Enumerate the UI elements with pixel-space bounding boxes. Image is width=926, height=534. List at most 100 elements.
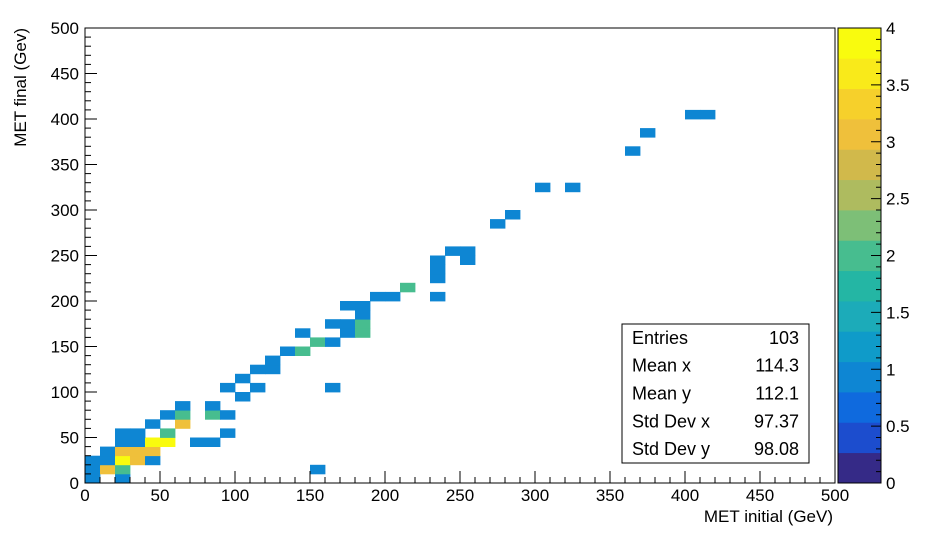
histogram-cell xyxy=(115,473,131,484)
x-tick-label: 400 xyxy=(671,486,699,505)
stats-value: 97.37 xyxy=(754,411,799,431)
x-tick-label: 350 xyxy=(596,486,624,505)
histogram-cell xyxy=(490,219,506,229)
stats-label: Entries xyxy=(632,328,688,348)
histogram-cell xyxy=(295,346,311,356)
histogram-cell xyxy=(250,382,266,393)
y-tick-label: 500 xyxy=(51,19,79,38)
stats-value: 114.3 xyxy=(755,356,799,376)
colorbar-band xyxy=(838,210,881,241)
histogram-cell xyxy=(430,291,446,302)
histogram-cell xyxy=(325,382,341,393)
stats-value: 103 xyxy=(769,328,799,348)
histogram-cell xyxy=(430,264,446,275)
histogram-cell xyxy=(265,355,281,366)
histogram-cell xyxy=(445,246,461,256)
x-tick-label: 150 xyxy=(296,486,324,505)
stats-box-frame xyxy=(621,323,810,464)
histogram-cell xyxy=(310,337,326,347)
histogram-cell xyxy=(190,437,206,447)
histogram-cell xyxy=(640,128,656,138)
histogram-cell xyxy=(355,319,371,329)
histogram-cell xyxy=(370,291,386,302)
colorbar-band xyxy=(838,179,881,211)
histogram-cell xyxy=(115,446,131,457)
histogram-cell xyxy=(115,464,131,475)
stats-label: Std Dev x xyxy=(632,411,710,431)
colorbar-band xyxy=(838,452,881,484)
histogram-cell xyxy=(355,328,371,338)
histogram-cell xyxy=(130,437,146,447)
colorbar-tick-label: 1.5 xyxy=(886,303,910,322)
colorbar-tick-label: 3 xyxy=(886,133,895,152)
histogram-cell xyxy=(205,410,221,420)
histogram-cell xyxy=(340,328,356,338)
histogram-cell xyxy=(625,146,641,156)
histogram-cell xyxy=(565,182,581,193)
histogram-cell xyxy=(235,392,251,402)
x-tick-label: 200 xyxy=(371,486,399,505)
histogram-cells xyxy=(85,109,716,484)
x-tick-label: 500 xyxy=(821,486,849,505)
histogram-cell xyxy=(220,382,236,393)
histogram-cell xyxy=(430,273,446,284)
histogram-cell xyxy=(100,446,116,457)
histogram-cell xyxy=(685,109,701,120)
histogram-cell xyxy=(145,455,161,466)
statistics-box: Entries 103 Mean x 114.3 Mean y 112.1 Std Dev … xyxy=(621,323,810,464)
y-axis: 0 50 100 150 200 250 300 350 400 450 500 xyxy=(51,19,97,493)
stats-label: Mean x xyxy=(632,356,691,376)
colorbar-tick-label: 4 xyxy=(886,19,895,38)
histogram-cell xyxy=(205,401,221,411)
histogram-cell xyxy=(430,255,446,265)
colorbar-tick-label: 0 xyxy=(886,474,895,493)
histogram-cell xyxy=(220,428,236,438)
y-axis-label: MET final (Gev) xyxy=(11,28,30,147)
histogram-cell xyxy=(460,255,476,265)
histogram-cell xyxy=(700,109,716,120)
histogram-cell xyxy=(355,301,371,311)
y-tick-label: 350 xyxy=(51,156,79,175)
colorbar-tick-label: 2 xyxy=(886,247,895,266)
colorbar-tick-label: 0.5 xyxy=(886,417,910,436)
histogram-cell xyxy=(385,291,401,302)
colorbar-band xyxy=(838,119,881,150)
histogram-cell xyxy=(160,410,176,420)
x-tick-label: 50 xyxy=(151,486,170,505)
histogram-cell xyxy=(265,364,281,375)
stats-label: Mean y xyxy=(632,384,691,404)
stats-value: 98.08 xyxy=(754,439,799,459)
histogram-cell xyxy=(175,410,191,420)
histogram-cell xyxy=(340,301,356,311)
stats-label: Std Dev y xyxy=(632,439,710,459)
histogram-cell xyxy=(115,437,131,447)
histogram-cell xyxy=(505,210,521,220)
colorbar-band xyxy=(838,422,881,454)
histogram-cell xyxy=(145,446,161,457)
histogram-cell xyxy=(460,246,476,256)
histogram-cell xyxy=(85,464,101,475)
colorbar-band xyxy=(838,270,881,302)
colorbar-tick-label: 2.5 xyxy=(886,190,910,209)
y-tick-label: 100 xyxy=(51,383,79,402)
histogram-cell xyxy=(130,428,146,438)
colorbar-band xyxy=(838,331,881,363)
y-tick-label: 0 xyxy=(70,474,79,493)
x-tick-label: 100 xyxy=(221,486,249,505)
histogram-cell xyxy=(400,282,416,293)
histogram-cell xyxy=(145,419,161,429)
x-tick-label: 450 xyxy=(746,486,774,505)
colorbar-band xyxy=(838,301,881,332)
histogram-cell xyxy=(160,428,176,438)
colorbar-band xyxy=(838,28,881,59)
y-tick-label: 250 xyxy=(51,247,79,266)
histogram-cell xyxy=(130,455,146,466)
histogram-cell xyxy=(85,473,101,484)
histogram-cell xyxy=(100,464,116,475)
histogram-cell xyxy=(115,455,131,466)
colorbar-band xyxy=(838,149,881,181)
x-tick-label: 300 xyxy=(521,486,549,505)
histogram-cell xyxy=(535,182,551,193)
histogram-cell xyxy=(115,428,131,438)
